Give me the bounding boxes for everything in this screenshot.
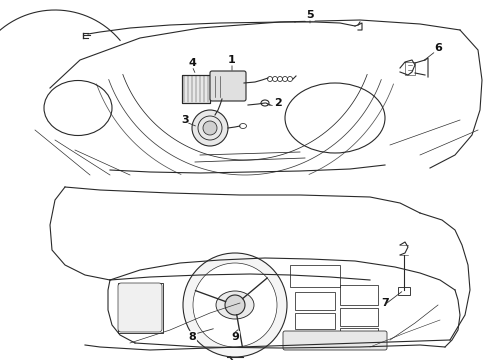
Bar [182, 75, 210, 103]
FancyBboxPatch shape [283, 331, 387, 350]
Text: 9: 9 [231, 332, 239, 342]
Circle shape [193, 263, 277, 347]
Text: 7: 7 [381, 298, 389, 308]
Text: 2: 2 [274, 98, 282, 108]
Text: 4: 4 [188, 58, 196, 68]
Bar [182, 75, 210, 103]
Text: 5: 5 [306, 10, 314, 20]
FancyBboxPatch shape [210, 71, 246, 101]
Bar [340, 328, 378, 342]
Bar [295, 292, 335, 310]
Bar [118, 283, 163, 333]
Bar [340, 308, 378, 326]
Bar [295, 313, 335, 329]
Text: 8: 8 [188, 332, 196, 342]
Circle shape [183, 253, 287, 357]
Circle shape [203, 121, 217, 135]
Ellipse shape [216, 291, 254, 319]
Bar [290, 265, 340, 287]
Text: 3: 3 [181, 115, 189, 125]
Circle shape [225, 295, 245, 315]
Bar [340, 285, 378, 305]
Text: 6: 6 [434, 43, 442, 53]
Bar [398, 287, 410, 295]
Circle shape [192, 110, 228, 146]
Text: 1: 1 [228, 55, 236, 65]
FancyBboxPatch shape [118, 283, 162, 332]
